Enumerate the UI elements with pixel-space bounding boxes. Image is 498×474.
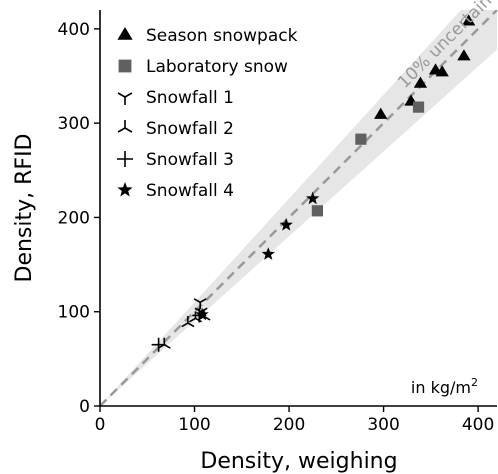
legend-label-4: Snowfall 3 (146, 150, 234, 170)
data-point-1-0 (355, 133, 367, 145)
x-axis-title: Density, weighing (200, 449, 397, 474)
data-point-0-4 (435, 65, 449, 77)
series-5 (195, 191, 320, 321)
legend: Season snowpack Laboratory snow Snowfall 1… (117, 26, 298, 201)
data-point-5-1 (279, 218, 293, 231)
x-tick-label-4: 400 (462, 415, 494, 435)
unit-label: in kg/m2 (411, 376, 478, 397)
x-tick-label-1: 100 (178, 415, 210, 435)
y-tick-label-0: 0 (79, 397, 90, 417)
data-point-1-2 (412, 101, 425, 113)
data-point-0-0 (374, 107, 388, 119)
legend-marker-0 (117, 27, 133, 40)
legend-item-1: Laboratory snow (118, 57, 288, 77)
data-point-4-0 (151, 337, 166, 352)
legend-marker-3 (117, 120, 133, 133)
data-point-5-2 (306, 191, 320, 205)
data-point-1-1 (311, 205, 324, 217)
legend-item-0: Season snowpack (117, 26, 298, 46)
legend-marker-4 (117, 151, 133, 167)
legend-marker-5 (117, 182, 133, 197)
data-point-3-0 (181, 316, 195, 328)
series-0 (374, 14, 476, 119)
legend-marker-1 (118, 59, 132, 73)
data-point-0-6 (461, 14, 476, 26)
data-point-0-5 (457, 49, 471, 61)
legend-label-5: Snowfall 4 (146, 181, 234, 201)
data-point-0-2 (413, 76, 428, 88)
legend-label-0: Season snowpack (146, 26, 298, 46)
data-point-5-0 (261, 247, 275, 260)
data-point-2-0 (193, 298, 207, 310)
legend-item-4: Snowfall 3 (117, 150, 234, 170)
unit-label-text: in kg/m (411, 378, 471, 397)
legend-item-5: Snowfall 4 (117, 181, 234, 201)
y-tick-label-1: 100 (58, 303, 90, 323)
y-tick-label-2: 200 (58, 208, 90, 228)
legend-item-3: Snowfall 2 (117, 119, 234, 139)
identity-reference-line (100, 10, 498, 406)
y-tick-label-3: 300 (58, 114, 90, 134)
x-tick-label-2: 200 (273, 415, 305, 435)
legend-item-2: Snowfall 1 (117, 88, 234, 108)
legend-label-2: Snowfall 1 (146, 88, 234, 108)
x-tick-label-3: 300 (367, 415, 399, 435)
legend-marker-2 (117, 92, 133, 105)
legend-label-3: Snowfall 2 (146, 119, 234, 139)
y-axis-title: Density, RFID (12, 134, 37, 283)
series-1 (311, 101, 425, 217)
data-point-5-3 (195, 307, 209, 321)
x-tick-label-0: 0 (95, 415, 106, 435)
y-tick-label-4: 400 (58, 20, 90, 40)
unit-label-superscript: 2 (471, 376, 478, 389)
legend-label-1: Laboratory snow (146, 57, 288, 77)
